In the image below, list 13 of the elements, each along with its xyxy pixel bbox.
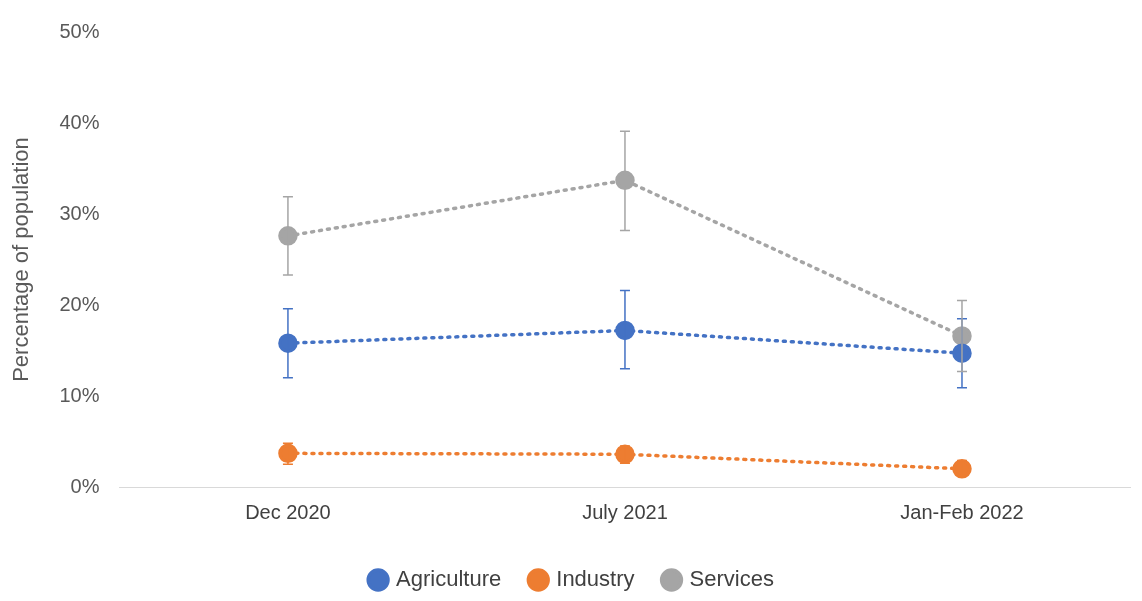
legend-label: Industry (556, 566, 635, 592)
y-tick-label: 20% (59, 292, 100, 315)
y-tick-label: 50% (59, 19, 100, 42)
legend-label: Services (689, 566, 774, 592)
x-tick-label: Dec 2020 (245, 500, 331, 523)
y-axis-title: Percentage of population (8, 137, 34, 382)
legend-label: Agriculture (396, 566, 502, 592)
y-tick-label: 40% (59, 110, 100, 133)
x-tick-label: Jan-Feb 2022 (900, 500, 1024, 523)
y-tick-label: 10% (59, 383, 100, 406)
y-tick-label: 0% (70, 474, 100, 497)
x-tick-label: July 2021 (582, 500, 668, 523)
y-tick-label: 30% (59, 201, 100, 224)
